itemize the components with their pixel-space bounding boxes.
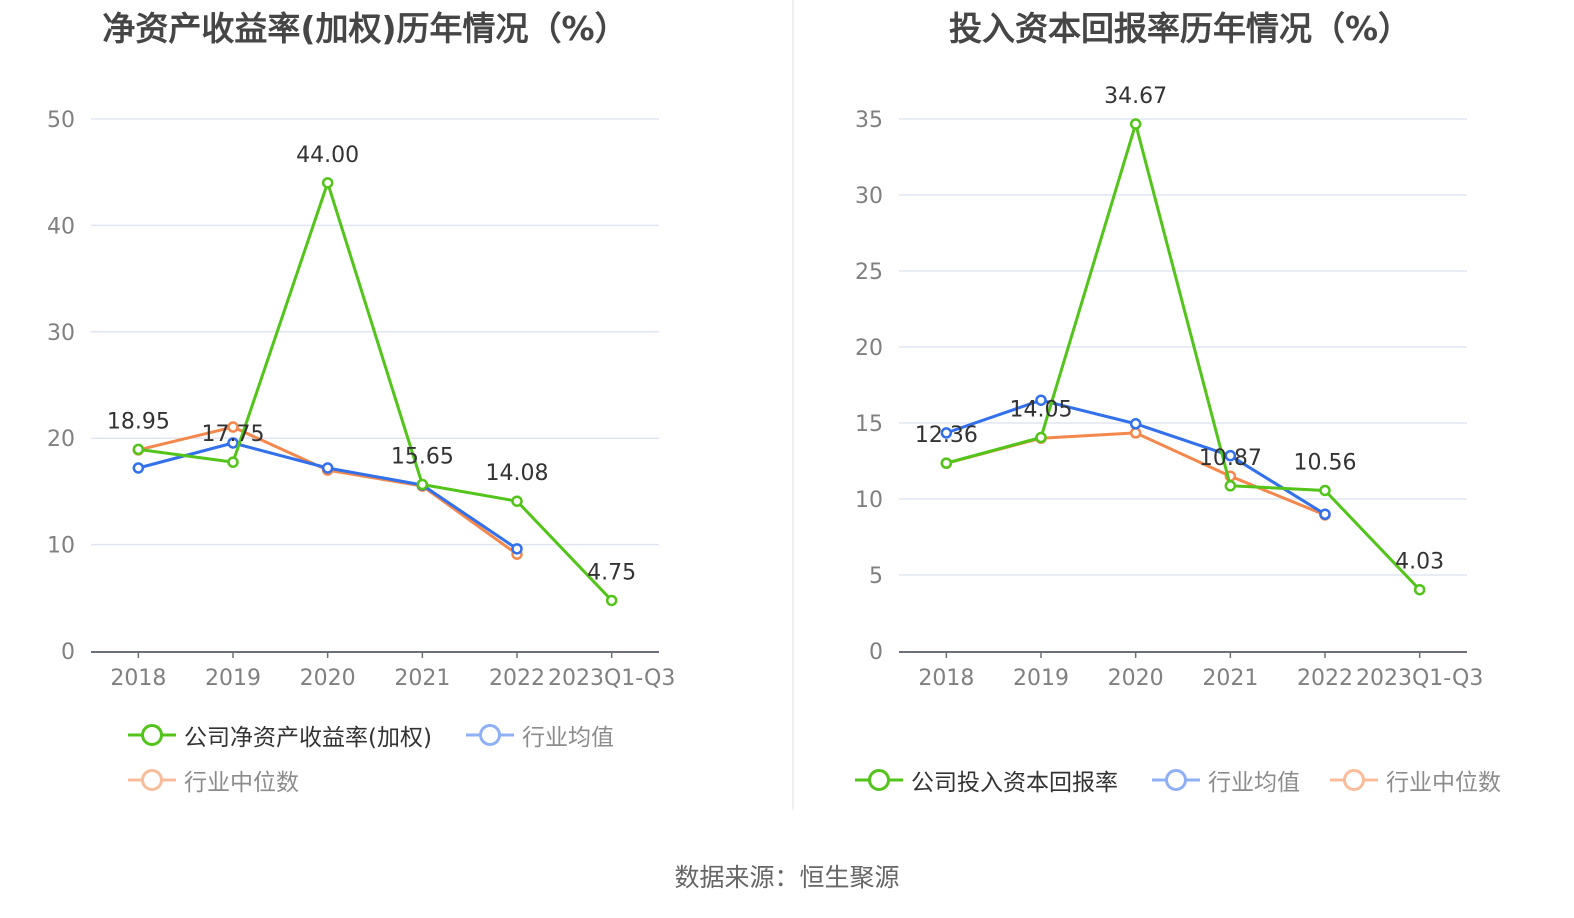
roic-data-label: 10.56: [1294, 450, 1357, 475]
roic-line-chart: 0 5 10 15 20 25 30 35 2018 2019 2020 2021 2022 2023Q1…: [855, 84, 1483, 691]
roic-series-1: [940, 394, 1331, 520]
roe-x-tick-label: 2022: [489, 666, 545, 691]
legend-item-1[interactable]: 行业均值: [1152, 762, 1300, 798]
legend-line-circle-icon: [1330, 762, 1378, 798]
roic-y-tick-label: 5: [869, 564, 883, 589]
roic-data-point[interactable]: [1035, 394, 1047, 406]
roic-x-tick-label: 2019: [1013, 666, 1069, 691]
legend-item-0[interactable]: 公司净资产收益率(加权): [128, 717, 432, 753]
roe-data-label: 18.95: [107, 409, 170, 434]
roic-series-line: [945, 122, 1421, 591]
legend-line-circle-icon: [466, 717, 514, 753]
roe-data-point[interactable]: [321, 177, 334, 189]
legend-line-circle-icon: [128, 762, 176, 798]
roe-x-tick-label: 2019: [205, 666, 261, 691]
legend-label: 行业中位数: [1386, 770, 1501, 796]
roic-series-2: [940, 427, 1331, 521]
roic-data-point[interactable]: [1224, 449, 1237, 462]
roic-data-point[interactable]: [1129, 427, 1142, 439]
chart-title-roic: 投入资本回报率历年情况（%）: [948, 9, 1412, 48]
roic-y-tick-label: 35: [855, 108, 883, 133]
legend-item-0[interactable]: 公司投入资本回报率: [855, 762, 1118, 798]
roe-data-point[interactable]: [227, 437, 239, 449]
legend-label: 行业均值: [1208, 770, 1300, 796]
roe-data-point[interactable]: [511, 495, 523, 507]
legend-item-1[interactable]: 行业均值: [466, 717, 614, 753]
roic-data-point[interactable]: [940, 457, 953, 469]
roe-data-point[interactable]: [605, 594, 618, 607]
roe-y-tick-label: 50: [47, 108, 75, 133]
roe-y-tick-label: 30: [47, 321, 75, 346]
roic-series-line: [945, 431, 1326, 517]
roic-data-point[interactable]: [1129, 418, 1142, 430]
roic-data-point[interactable]: [1319, 508, 1331, 520]
legend-label: 公司净资产收益率(加权): [184, 725, 432, 751]
chart-divider: [792, 0, 794, 810]
roic-data-point[interactable]: [940, 427, 953, 439]
roe-y-tick-label: 10: [47, 534, 75, 559]
roe-y-tick-label: 0: [61, 640, 75, 665]
roic-y-tick-label: 10: [855, 488, 883, 513]
roic-y-tick-label: 15: [855, 412, 883, 437]
roe-x-tick-label: 2021: [394, 666, 450, 691]
roe-data-point[interactable]: [416, 478, 429, 491]
roe-series-line: [138, 181, 613, 602]
roic-x-tick-label: 2022: [1297, 666, 1353, 691]
roe-line-chart: 0 10 20 30 40 50 2018 2019 2020 2021 2022 2023Q1-Q3…: [47, 108, 675, 691]
roic-series-0: [940, 118, 1426, 596]
roe-x-tick-label: 2023Q1-Q3: [548, 666, 675, 691]
data-source-note: 数据来源：恒生聚源: [674, 863, 900, 892]
roe-data-label: 15.65: [391, 444, 454, 469]
roe-data-label: 14.08: [486, 461, 549, 486]
roic-data-label: 10.87: [1199, 446, 1262, 471]
legend-label: 行业均值: [522, 725, 614, 751]
legend-item-2[interactable]: 行业中位数: [1330, 762, 1501, 798]
roe-series-1: [132, 437, 523, 555]
legend-label: 公司投入资本回报率: [911, 770, 1118, 796]
roic-data-label: 34.67: [1104, 84, 1167, 109]
roic-x-tick-label: 2020: [1108, 666, 1164, 691]
roe-data-label: 44.00: [296, 143, 359, 168]
roic-x-tick-label: 2018: [918, 666, 974, 691]
legend-line-circle-icon: [1152, 762, 1200, 798]
roic-y-tick-label: 0: [869, 640, 883, 665]
roic-data-point[interactable]: [1035, 431, 1047, 444]
legend-line-circle-icon: [128, 717, 176, 753]
roic-y-tick-label: 30: [855, 184, 883, 209]
roic-data-label: 4.03: [1395, 550, 1444, 575]
roic-series-line: [945, 398, 1326, 516]
legend-label: 行业中位数: [184, 770, 299, 796]
roic-data-point[interactable]: [1224, 480, 1237, 492]
roe-y-tick-label: 40: [47, 214, 75, 239]
roe-y-tick-label: 20: [47, 427, 75, 452]
roe-data-label: 17.75: [202, 422, 265, 447]
roic-data-label: 14.05: [1010, 397, 1073, 422]
roic-y-tick-label: 20: [855, 336, 883, 361]
roe-series-0: [132, 177, 618, 607]
roic-data-point[interactable]: [1129, 118, 1142, 130]
legend-item-2[interactable]: 行业中位数: [128, 762, 299, 798]
roe-data-point[interactable]: [511, 543, 523, 555]
roic-y-tick-label: 25: [855, 260, 883, 285]
roic-data-label: 12.36: [915, 423, 978, 448]
roe-data-point[interactable]: [227, 421, 239, 433]
roe-data-point[interactable]: [321, 462, 334, 474]
roe-data-point[interactable]: [132, 462, 145, 474]
legend-line-circle-icon: [855, 762, 903, 798]
roe-x-tick-label: 2020: [300, 666, 356, 691]
roic-x-tick-label: 2023Q1-Q3: [1356, 666, 1483, 691]
roe-x-tick-label: 2018: [110, 666, 166, 691]
roic-data-point[interactable]: [1319, 484, 1331, 497]
roe-data-point[interactable]: [132, 443, 145, 456]
roic-x-tick-label: 2021: [1202, 666, 1258, 691]
roe-data-point[interactable]: [227, 456, 239, 468]
chart-title-roe: 净资产收益率(加权)历年情况（%）: [102, 9, 628, 48]
roic-data-point[interactable]: [1413, 583, 1426, 596]
roe-data-label: 4.75: [587, 560, 636, 585]
